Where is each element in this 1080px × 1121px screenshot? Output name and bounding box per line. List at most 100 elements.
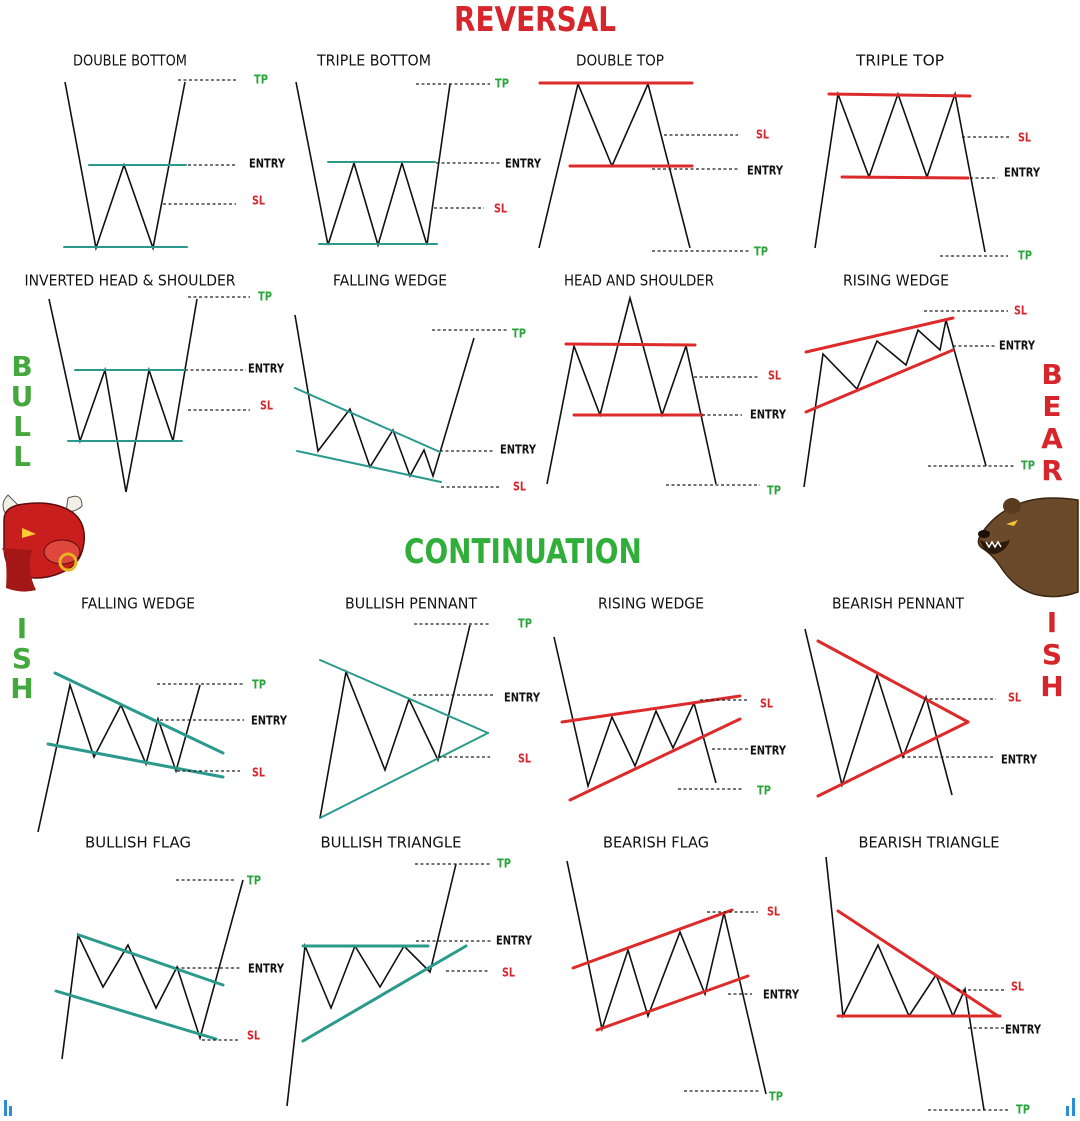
tp-label: TP bbox=[1021, 459, 1035, 473]
shoulder-line bbox=[564, 342, 697, 347]
pattern-triple-bottom: TRIPLE BOTTOM TP ENTRY SL bbox=[295, 52, 541, 248]
bull-letter-u: U bbox=[10, 380, 34, 413]
bear-letter-a: A bbox=[1041, 422, 1063, 455]
entry-label: ENTRY bbox=[999, 339, 1035, 353]
lower-trendline bbox=[319, 732, 489, 819]
lower-trendline bbox=[816, 720, 970, 798]
pattern-title: BULLISH PENNANT bbox=[345, 595, 478, 613]
entry-label: ENTRY bbox=[248, 362, 284, 376]
bar-chart-icon-left bbox=[2, 1094, 14, 1116]
bear-letter-e: E bbox=[1042, 390, 1062, 423]
sl-label: SL bbox=[252, 766, 265, 780]
pattern-title: BEARISH TRIANGLE bbox=[859, 834, 1000, 852]
pattern-title: FALLING WEDGE bbox=[81, 595, 195, 613]
sl-label: SL bbox=[247, 1029, 260, 1043]
bear-letter-h: H bbox=[1040, 670, 1064, 703]
tp-label: TP bbox=[757, 784, 771, 798]
bull-letter-h: H bbox=[10, 672, 34, 705]
price-path bbox=[37, 681, 201, 833]
entry-label: ENTRY bbox=[1004, 166, 1040, 180]
pattern-head-and-shoulder: HEAD AND SHOULDER SL ENTRY TP bbox=[546, 272, 786, 498]
tp-label: TP bbox=[1018, 249, 1032, 263]
pattern-title: BULLISH FLAG bbox=[85, 834, 191, 852]
entry-label: ENTRY bbox=[750, 408, 786, 422]
sl-label: SL bbox=[1011, 980, 1024, 994]
pattern-rising-wedge-reversal: RISING WEDGE SL ENTRY TP bbox=[803, 272, 1035, 488]
sl-label: SL bbox=[767, 905, 780, 919]
entry-label: ENTRY bbox=[248, 962, 284, 976]
price-path bbox=[814, 90, 986, 253]
lower-trendline bbox=[595, 974, 750, 1032]
price-path bbox=[553, 636, 717, 789]
bear-nose bbox=[978, 530, 990, 538]
upper-trendline bbox=[560, 694, 742, 724]
tp-label: TP bbox=[754, 245, 768, 259]
upper-trendline bbox=[319, 659, 489, 734]
sl-label: SL bbox=[1014, 304, 1027, 318]
sl-label: SL bbox=[513, 480, 526, 494]
upper-trendline bbox=[804, 316, 955, 354]
bull-letter-i: I bbox=[16, 612, 28, 645]
pattern-bullish-flag: BULLISH FLAG TP ENTRY SL bbox=[54, 834, 284, 1060]
tp-label: TP bbox=[518, 617, 532, 631]
pattern-title: BULLISH TRIANGLE bbox=[321, 834, 462, 852]
pattern-bullish-pennant: BULLISH PENNANT TP ENTRY SL bbox=[319, 595, 540, 819]
price-path bbox=[294, 314, 475, 479]
upper-trendline bbox=[571, 908, 734, 970]
tp-label: TP bbox=[252, 678, 266, 692]
bull-head-icon bbox=[2, 494, 85, 592]
price-path bbox=[546, 294, 717, 485]
bull-letter-l2: L bbox=[13, 440, 31, 473]
pattern-title: RISING WEDGE bbox=[843, 272, 949, 290]
tp-label: TP bbox=[512, 327, 526, 341]
pattern-title: RISING WEDGE bbox=[598, 595, 704, 613]
pattern-bearish-pennant: BEARISH PENNANT SL ENTRY bbox=[804, 595, 1037, 798]
neckline bbox=[840, 175, 970, 180]
sl-label: SL bbox=[252, 194, 265, 208]
sl-label: SL bbox=[760, 697, 773, 711]
sl-label: SL bbox=[260, 399, 273, 413]
entry-label: ENTRY bbox=[500, 443, 536, 457]
entry-label: ENTRY bbox=[763, 988, 799, 1002]
tp-label: TP bbox=[1016, 1103, 1030, 1117]
tp-label: TP bbox=[247, 874, 261, 888]
lower-trendline bbox=[568, 717, 742, 802]
bear-eye bbox=[1006, 520, 1018, 526]
lower-trendline bbox=[296, 450, 442, 483]
pattern-double-top: DOUBLE TOP SL ENTRY TP bbox=[538, 52, 783, 259]
upper-trendline bbox=[77, 933, 225, 987]
bull-letter-b: B bbox=[11, 350, 33, 383]
bear-letter-b: B bbox=[1041, 358, 1063, 391]
price-path bbox=[286, 863, 457, 1107]
bear-letter-r: R bbox=[1041, 454, 1063, 487]
price-path bbox=[825, 856, 985, 1111]
tp-label: TP bbox=[769, 1090, 783, 1104]
upper-trendline bbox=[816, 639, 970, 724]
reversal-title: REVERSAL bbox=[454, 0, 617, 40]
entry-label: ENTRY bbox=[1005, 1023, 1041, 1037]
sl-label: SL bbox=[1008, 691, 1021, 705]
pattern-bullish-triangle: BULLISH TRIANGLE TP ENTRY SL bbox=[286, 834, 532, 1107]
bear-letter-s: S bbox=[1041, 638, 1063, 671]
pattern-falling-wedge-reversal: FALLING WEDGE TP ENTRY SL bbox=[294, 272, 536, 494]
pattern-bearish-triangle: BEARISH TRIANGLE SL ENTRY TP bbox=[825, 834, 1041, 1117]
pattern-title: FALLING WEDGE bbox=[333, 272, 447, 290]
sl-label: SL bbox=[502, 966, 515, 980]
bear-ear bbox=[1003, 498, 1021, 514]
pattern-title: INVERTED HEAD & SHOULDER bbox=[25, 272, 236, 290]
pattern-title: TRIPLE BOTTOM bbox=[316, 52, 431, 70]
bull-eye bbox=[22, 528, 36, 538]
lower-trendline bbox=[54, 989, 218, 1041]
upper-trendline bbox=[294, 387, 441, 453]
bull-nose-ring bbox=[58, 552, 78, 572]
pattern-title: DOUBLE BOTTOM bbox=[73, 52, 187, 70]
entry-label: ENTRY bbox=[249, 157, 285, 171]
pattern-inverted-head-shoulder: INVERTED HEAD & SHOULDER TP ENTRY SL bbox=[25, 272, 284, 493]
entry-label: ENTRY bbox=[747, 164, 783, 178]
resistance-line bbox=[827, 92, 972, 98]
tp-label: TP bbox=[258, 290, 272, 304]
tp-label: TP bbox=[497, 857, 511, 871]
price-path bbox=[566, 860, 767, 1095]
